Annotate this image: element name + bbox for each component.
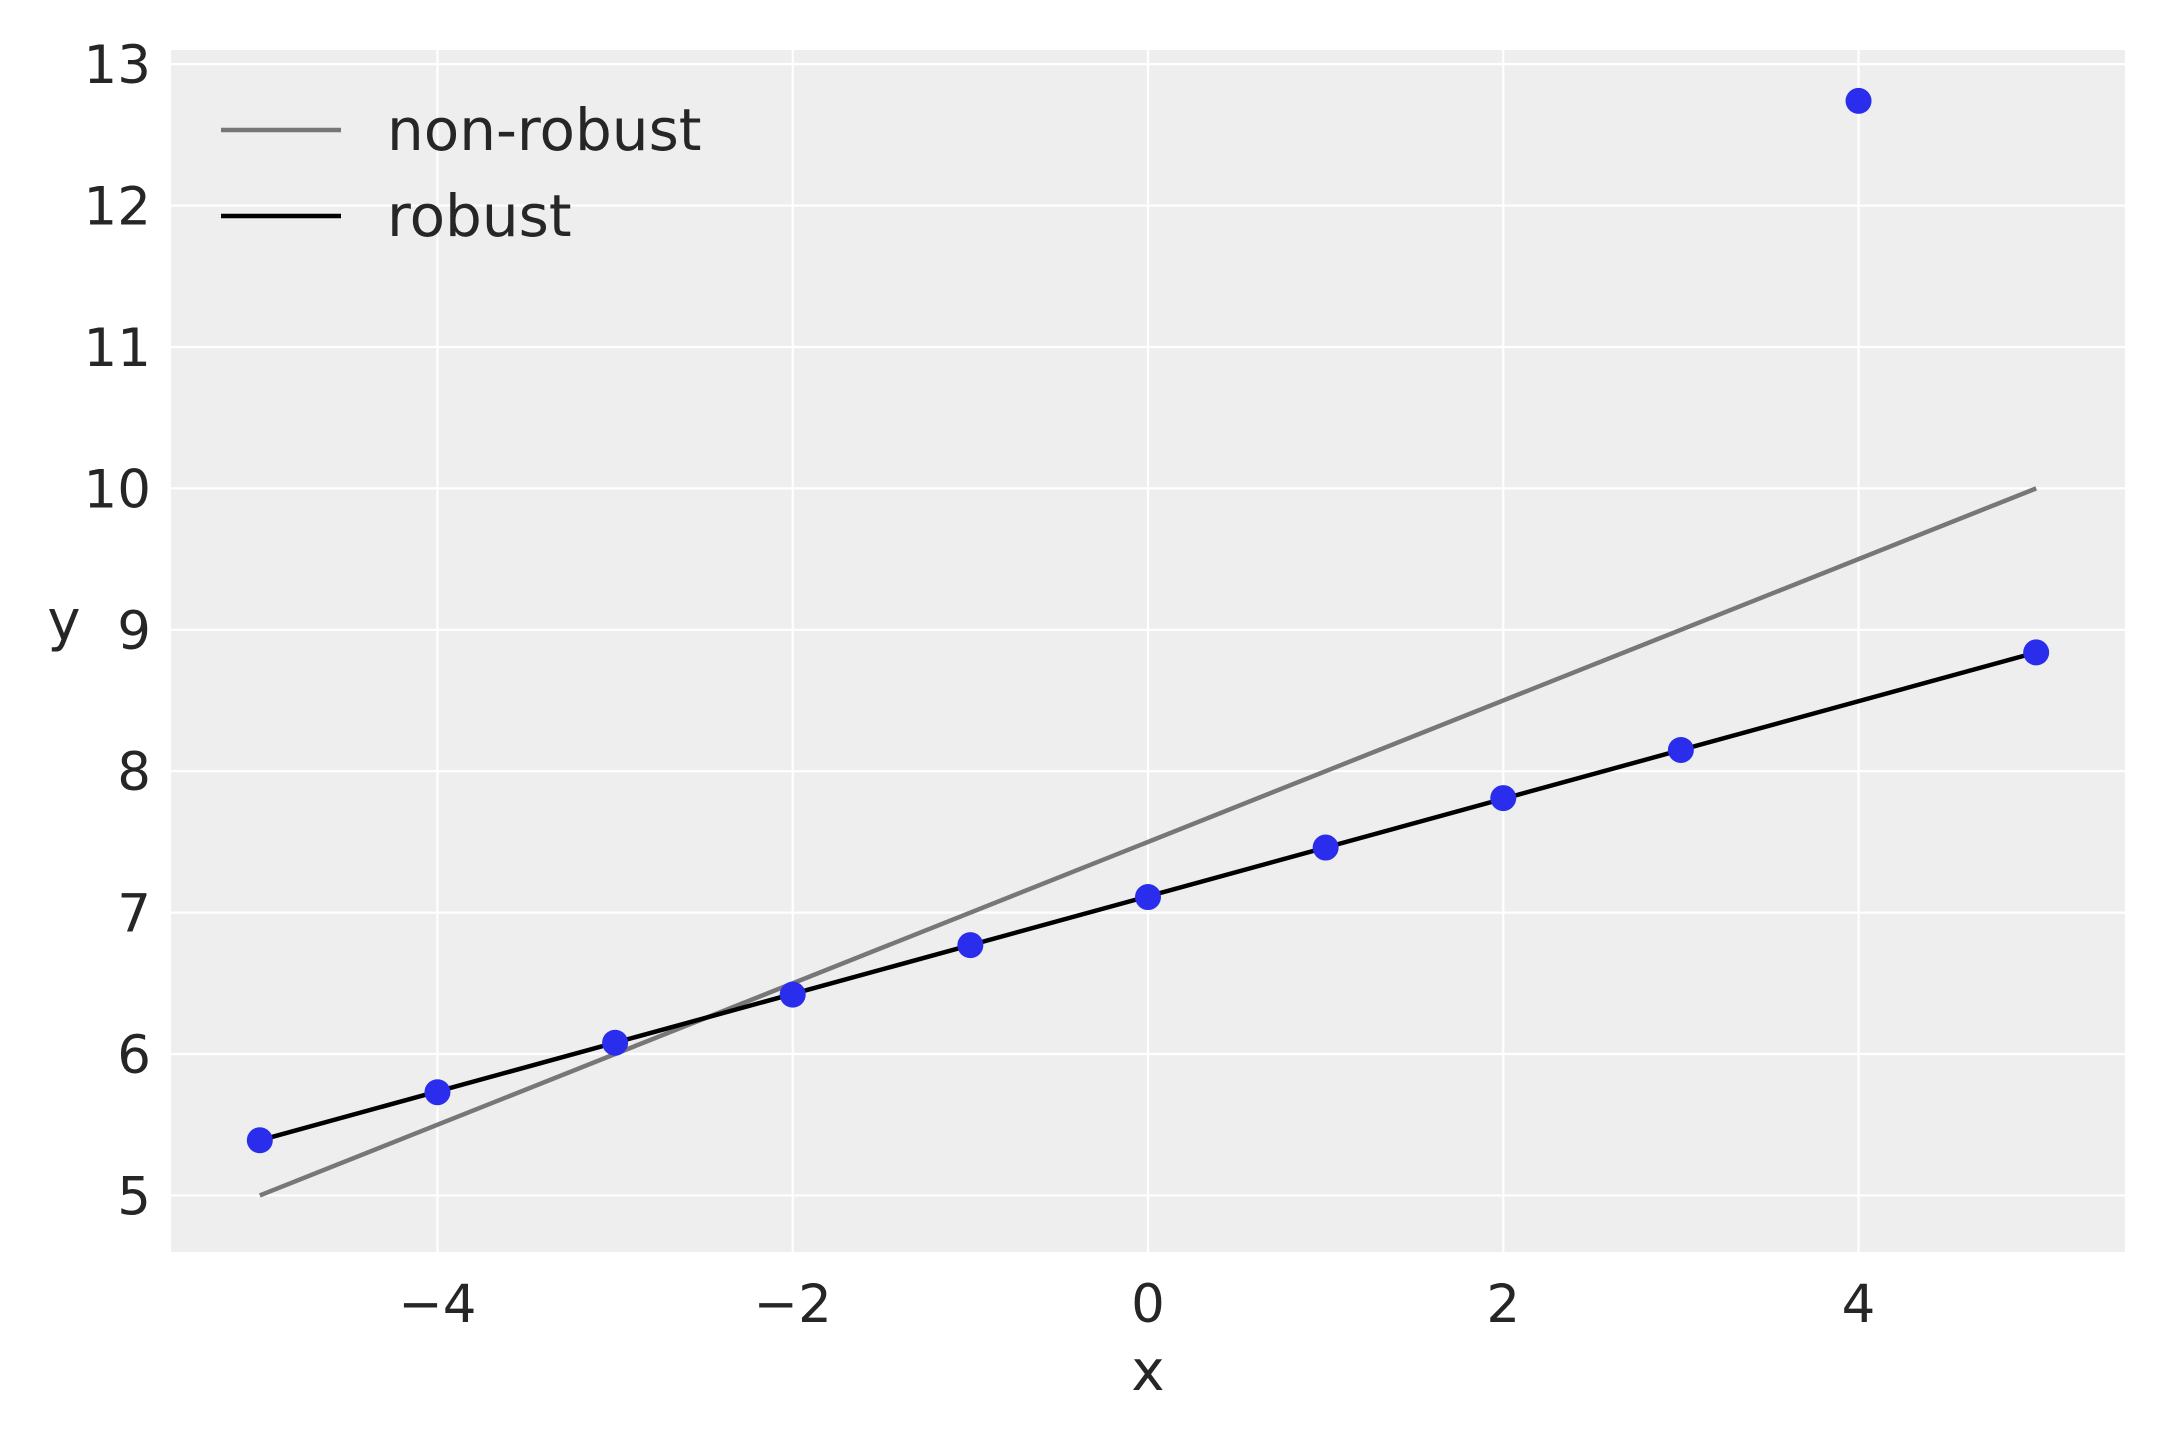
x-tick-label: −4	[398, 1274, 476, 1335]
grid	[171, 50, 2125, 1252]
y-axis-ticks: 5 6 7 8 9 10 11 12 13	[84, 35, 151, 1227]
data-point	[957, 932, 984, 959]
legend-label-non-robust: non-robust	[387, 96, 702, 164]
x-axis-ticks: −4 −2 0 2 4	[398, 1274, 1875, 1335]
y-tick-label: 10	[84, 459, 151, 520]
legend-label-robust: robust	[387, 182, 572, 250]
data-point	[1312, 834, 1339, 861]
series-line-non-robust	[258, 486, 2038, 1198]
data-point	[1845, 87, 1872, 114]
y-tick-label: 11	[84, 318, 151, 379]
data-point	[1490, 785, 1517, 812]
y-tick-label: 6	[117, 1025, 151, 1086]
data-point	[2023, 639, 2050, 666]
x-tick-label: 4	[1842, 1274, 1876, 1335]
legend: non-robust robust	[221, 96, 702, 250]
data-point	[779, 981, 806, 1008]
y-tick-label: 13	[84, 35, 151, 96]
y-axis-label: y	[47, 589, 80, 654]
y-tick-label: 9	[117, 601, 151, 662]
y-tick-label: 8	[117, 742, 151, 803]
x-tick-label: 0	[1131, 1274, 1165, 1335]
y-tick-label: 12	[84, 177, 151, 238]
x-tick-label: −2	[754, 1274, 832, 1335]
data-point	[1135, 884, 1161, 911]
data-point	[1667, 736, 1694, 763]
x-axis-label: x	[1131, 1339, 1164, 1404]
data-points	[246, 87, 2050, 1154]
data-point	[602, 1029, 629, 1056]
x-tick-label: 2	[1486, 1274, 1520, 1335]
data-point	[246, 1127, 273, 1154]
y-tick-label: 5	[117, 1166, 151, 1227]
data-point	[424, 1079, 451, 1106]
y-tick-label: 7	[117, 884, 151, 945]
